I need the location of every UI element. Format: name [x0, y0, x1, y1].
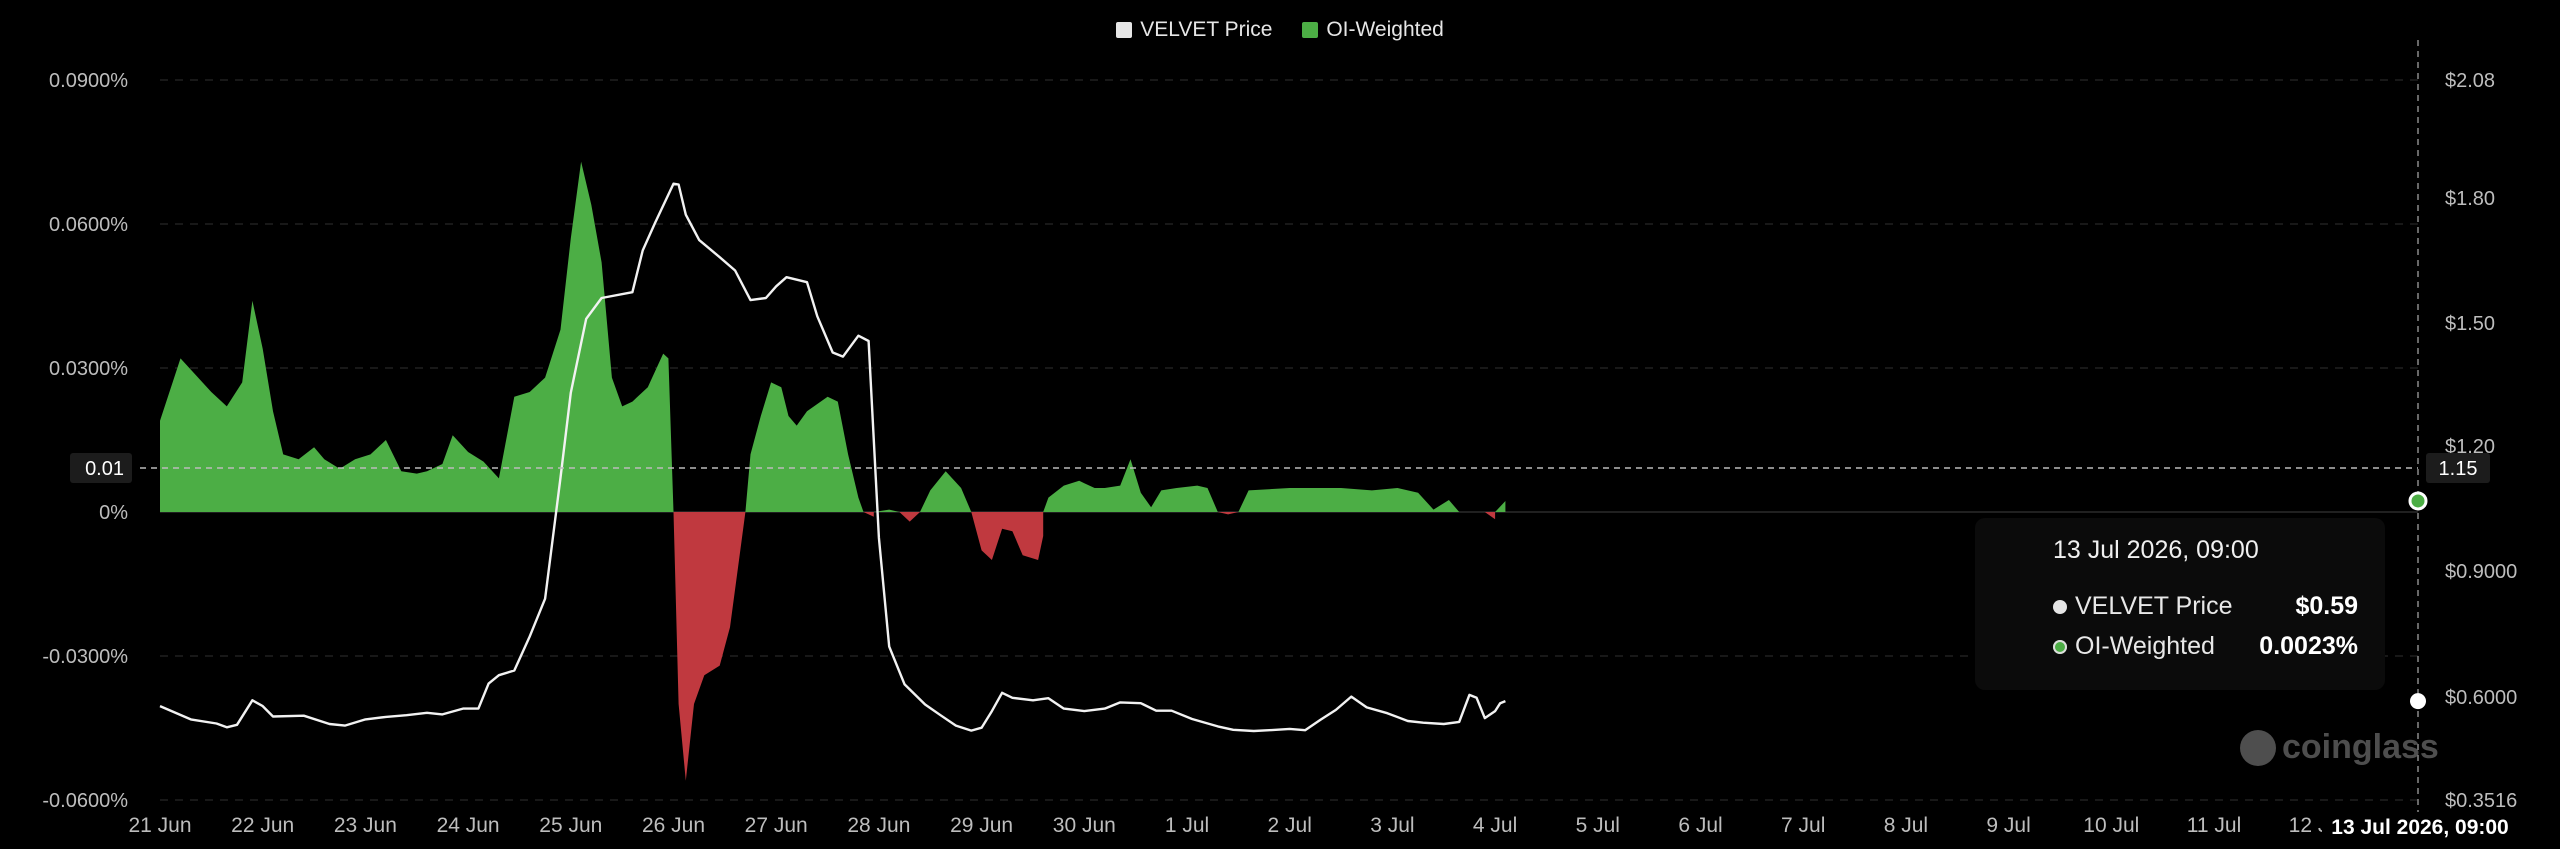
crosshair-x-label-box [2322, 812, 2518, 842]
price-line-layer [159, 182, 1506, 733]
x-tick-label: 2 Jul [1268, 814, 1312, 837]
tooltip-oi-label: OI-Weighted [2075, 632, 2215, 660]
right-tick-label: $1.80 [2445, 188, 2495, 210]
x-tick-label: 23 Jun [334, 814, 397, 837]
x-tick-label: 24 Jun [437, 814, 500, 837]
oi-negative-area [899, 512, 920, 522]
tooltip-dot-oi [2053, 640, 2067, 655]
legend-item-oi[interactable]: OI-Weighted [1302, 18, 1444, 42]
x-tick-label: 25 Jun [539, 814, 602, 837]
grid-lines [160, 79, 2418, 801]
crosshair-right-label-box [2426, 453, 2490, 483]
x-tick-label: 3 Jul [1370, 814, 1414, 837]
oi-positive-area [1238, 488, 1460, 512]
left-axis: 0.0900% 0.0600% 0.0300% 0% -0.0300% -0.0600% [42, 70, 128, 812]
left-tick-label: -0.0300% [42, 646, 128, 668]
left-tick-label: 0.0600% [49, 214, 128, 236]
oi-positive-area [873, 509, 900, 512]
right-axis: $2.08 $1.80 $1.50 $1.20 $0.9000 $0.6000 $0.351… [2445, 70, 2517, 812]
tooltip-oi-value: 0.0023% [2259, 632, 2358, 660]
x-tick-label: 1 Jul [1165, 814, 1209, 837]
oi-positive-area [745, 382, 864, 512]
crosshair-x-label: 13 Jul 2026, 09:00 [2331, 816, 2508, 839]
x-axis: 21 Jun 22 Jun 23 Jun 24 Jun 25 Jun 26 Jun 27 J… [128, 814, 2344, 837]
oi-hover-dot [2408, 491, 2428, 511]
oi-negative-area [1217, 512, 1239, 515]
tooltip-row-oi: OI-Weighted 0.0023% [2053, 632, 2358, 661]
right-tick-label: $0.9000 [2445, 561, 2517, 583]
price-hover-dot [2410, 693, 2426, 710]
x-tick-label: 21 Jun [128, 814, 191, 837]
crosshair-y-label: 0.01 [85, 458, 124, 480]
x-tick-label: 8 Jul [1884, 814, 1928, 837]
x-tick-label: 6 Jul [1678, 814, 1722, 837]
x-tick-label: 11 Jul [2187, 814, 2241, 837]
x-tick-label: 29 Jun [950, 814, 1013, 837]
oi-negative-area [971, 512, 1044, 560]
tooltip-price-value: $0.59 [2295, 592, 2358, 620]
tooltip-title: 13 Jul 2026, 09:00 [2053, 536, 2259, 564]
x-tick-label: 30 Jun [1053, 814, 1116, 837]
legend-item-price[interactable]: VELVET Price [1116, 18, 1272, 42]
oi-weighted-area [160, 161, 1506, 781]
watermark-text: coinglass [2282, 728, 2439, 766]
price-line [159, 182, 1506, 733]
right-tick-label: $2.08 [2445, 70, 2495, 92]
x-tick-label: 4 Jul [1473, 814, 1517, 837]
oi-positive-area [160, 161, 674, 512]
coinglass-watermark: coinglass [2240, 728, 2439, 767]
legend-swatch-price [1116, 22, 1133, 38]
x-tick-label: 28 Jun [847, 814, 910, 837]
crosshair-right-label: 1.15 [2439, 458, 2478, 480]
oi-negative-area [673, 512, 746, 781]
legend-label-oi: OI-Weighted [1326, 18, 1444, 41]
x-tick-label: 7 Jul [1781, 814, 1825, 837]
right-tick-label: $0.6000 [2445, 687, 2517, 709]
right-tick-label: $1.50 [2445, 313, 2495, 335]
right-tick-label: $1.20 [2445, 436, 2495, 458]
left-tick-label: 0.0300% [49, 358, 128, 380]
x-tick-label: 26 Jun [642, 814, 705, 837]
coinglass-logo-icon [2240, 729, 2276, 766]
tooltip: 13 Jul 2026, 09:00 VELVET Price $0.59 OI… [1975, 518, 2385, 690]
x-tick-label: 27 Jun [745, 814, 808, 837]
oi-positive-area [1043, 459, 1218, 512]
oi-positive-area [1495, 501, 1506, 512]
crosshair: 0.01 1.15 13 Jul 2026, 09:00 [70, 40, 2518, 842]
x-tick-label: 9 Jul [1986, 814, 2030, 837]
legend-label-price: VELVET Price [1140, 18, 1273, 41]
tooltip-row-price: VELVET Price $0.59 [2053, 592, 2358, 621]
right-tick-label: $0.3516 [2445, 790, 2517, 812]
x-tick-label: 10 Jul [2083, 814, 2139, 837]
legend-swatch-oi [1302, 22, 1319, 38]
x-tick-label: 5 Jul [1576, 814, 1620, 837]
left-tick-label: 0.0900% [49, 70, 128, 92]
crosshair-y-label-box [70, 453, 132, 483]
x-tick-label: 22 Jun [231, 814, 294, 837]
legend: VELVET Price OI-Weighted [0, 18, 2560, 44]
left-tick-label: -0.0600% [42, 790, 128, 812]
tooltip-dot-price [2053, 600, 2067, 615]
oi-negative-area [1484, 512, 1496, 520]
oi-negative-area [863, 512, 874, 517]
tooltip-price-label: VELVET Price [2075, 592, 2233, 620]
left-tick-label: 0% [99, 502, 128, 524]
oi-positive-area [919, 471, 972, 512]
